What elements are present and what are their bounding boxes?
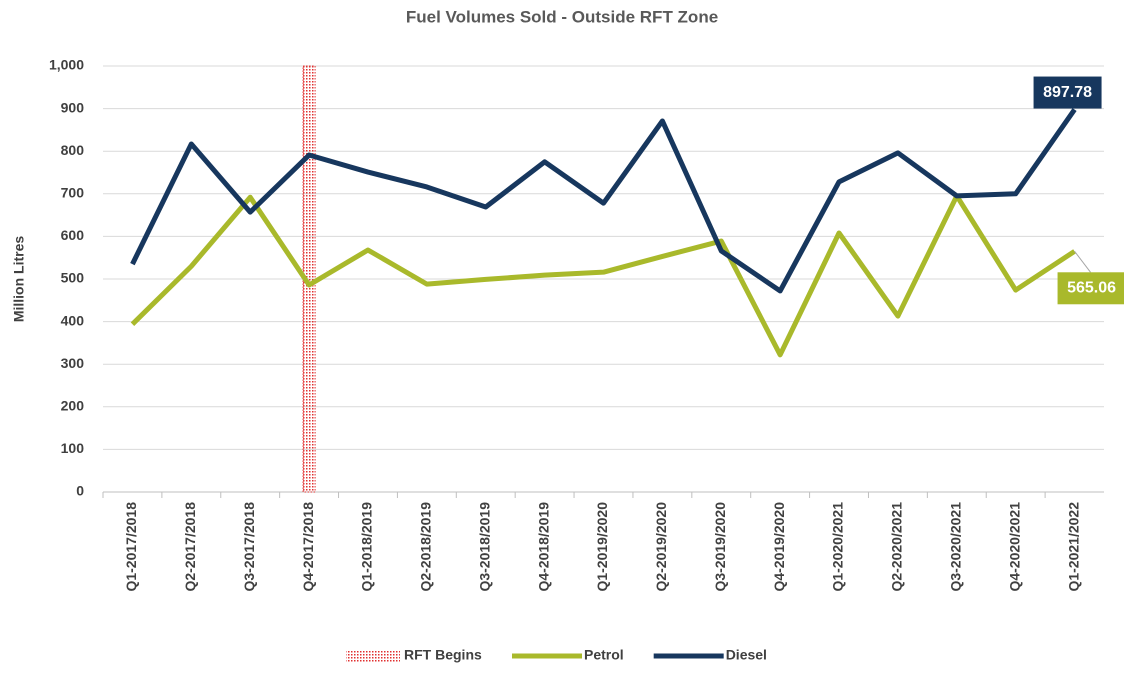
x-tick-label: Q4-2018/2019	[535, 502, 551, 592]
x-tick-label: Q4-2020/2021	[1006, 502, 1022, 592]
x-tick-label: Q1-2018/2019	[359, 502, 375, 592]
legend-label: RFT Begins	[404, 647, 482, 663]
y-tick-label: 400	[61, 312, 85, 328]
x-tick-label: Q3-2018/2019	[476, 502, 492, 592]
y-tick-label: 0	[76, 483, 84, 499]
x-tick-label: Q1-2017/2018	[123, 502, 139, 592]
y-tick-label: 600	[61, 227, 85, 243]
value-label: 897.78	[1043, 84, 1092, 101]
legend-swatch	[346, 650, 400, 662]
value-label: 565.06	[1067, 280, 1116, 297]
series-line	[130, 193, 1076, 358]
y-tick-label: 700	[61, 185, 85, 201]
y-tick-label: 200	[61, 398, 85, 414]
x-tick-label: Q3-2020/2021	[947, 502, 963, 592]
x-tick-label: Q2-2017/2018	[182, 502, 198, 592]
x-tick-label: Q3-2019/2020	[712, 502, 728, 592]
chart-title: Fuel Volumes Sold - Outside RFT Zone	[406, 7, 718, 26]
x-tick-label: Q3-2017/2018	[241, 502, 257, 592]
legend-label: Petrol	[584, 647, 624, 663]
y-axis-title: Million Litres	[11, 236, 27, 323]
x-tick-label: Q4-2019/2020	[771, 502, 787, 592]
y-tick-label: 900	[61, 99, 85, 115]
x-tick-label: Q4-2017/2018	[300, 502, 316, 592]
y-tick-label: 300	[61, 355, 85, 371]
x-tick-label: Q2-2018/2019	[418, 502, 434, 592]
x-tick-label: Q2-2019/2020	[653, 502, 669, 592]
value-label-box	[1033, 76, 1102, 109]
y-tick-label: 100	[61, 440, 85, 456]
legend-label: Diesel	[726, 647, 767, 663]
y-tick-label: 800	[61, 142, 85, 158]
x-tick-label: Q1-2019/2020	[594, 502, 610, 592]
value-label-box	[1057, 272, 1124, 305]
y-tick-label: 500	[61, 270, 85, 286]
x-tick-label: Q1-2020/2021	[830, 502, 846, 592]
x-tick-label: Q2-2020/2021	[889, 502, 905, 592]
series-line	[130, 108, 1077, 294]
y-tick-label: 1,000	[49, 57, 84, 73]
x-tick-label: Q1-2021/2022	[1065, 502, 1081, 592]
label-leader	[1074, 250, 1091, 273]
